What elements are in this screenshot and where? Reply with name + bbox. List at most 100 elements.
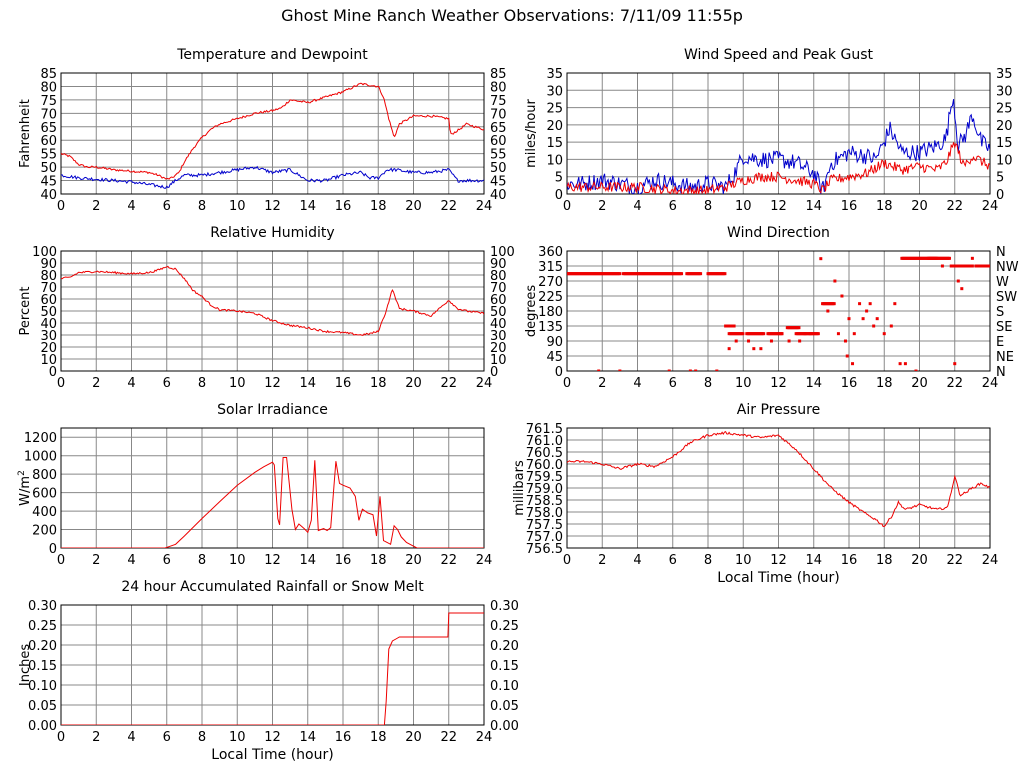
plot-frame <box>60 250 485 372</box>
x-tick-label: 2 <box>92 730 100 745</box>
y-tick-label: 800 <box>32 468 57 483</box>
y-tick-label: 0.15 <box>28 659 57 674</box>
x-tick-label: 24 <box>476 376 493 391</box>
direction-point <box>861 317 865 321</box>
y-tick-label: 0 <box>555 365 563 380</box>
plot-frame <box>566 72 991 195</box>
x-tick-label: 6 <box>163 376 171 391</box>
direction-point <box>970 256 974 260</box>
right-tick-label: 30 <box>996 84 1013 99</box>
direction-point <box>832 302 836 306</box>
x-tick-label: 4 <box>127 376 135 391</box>
direction-point <box>970 264 974 268</box>
y-tick-label: 360 <box>538 245 563 260</box>
x-tick-label: 18 <box>876 376 893 391</box>
y-tick-label: 0.25 <box>28 619 57 634</box>
y-tick-label: 0.05 <box>28 699 57 714</box>
y-tick-label: 45 <box>546 350 563 365</box>
right-tick-label: 0.10 <box>490 679 519 694</box>
x-tick-label: 0 <box>563 553 571 568</box>
right-tick-label: 25 <box>996 102 1013 117</box>
x-tick-label: 10 <box>229 553 246 568</box>
direction-point <box>858 302 862 306</box>
right-tick-label: 45 <box>490 175 507 190</box>
x-tick-label: 24 <box>476 553 493 568</box>
direction-point <box>694 369 698 371</box>
y-tick-label: 90 <box>546 335 563 350</box>
y-tick-label: 0.30 <box>28 599 57 614</box>
right-tick-label: 100 <box>490 245 515 260</box>
x-tick-label: 12 <box>264 199 281 214</box>
x-tick-label: 24 <box>476 730 493 745</box>
series-line-red <box>61 265 484 336</box>
right-tick-label: 0 <box>996 188 1004 203</box>
x-tick-label: 6 <box>669 376 677 391</box>
x-tick-label: 6 <box>163 199 171 214</box>
right-tick-label: 0.15 <box>490 659 519 674</box>
right-tick-label: 80 <box>490 269 507 284</box>
right-tick-label: 20 <box>996 119 1013 134</box>
right-tick-label: 60 <box>490 293 507 308</box>
y-tick-label: 40 <box>40 317 57 332</box>
right-tick-label: 55 <box>490 148 507 163</box>
y-tick-label: 200 <box>32 524 57 539</box>
x-tick-label: 12 <box>770 376 787 391</box>
direction-point <box>960 287 964 291</box>
y-tick-label: 760.5 <box>526 446 563 461</box>
y-tick-label: 90 <box>40 257 57 272</box>
right-tick-label: S <box>996 305 1004 320</box>
x-tick-label: 12 <box>264 376 281 391</box>
x-tick-label: 14 <box>299 553 316 568</box>
x-tick-label: 16 <box>335 199 352 214</box>
x-tick-label: 2 <box>598 376 606 391</box>
y-tick-label: 5 <box>555 171 563 186</box>
direction-point <box>797 326 801 330</box>
x-tick-label: 20 <box>911 199 928 214</box>
x-tick-label: 14 <box>805 199 822 214</box>
right-tick-label: 60 <box>490 134 507 149</box>
x-tick-label: 10 <box>229 730 246 745</box>
x-tick-label: 10 <box>735 376 752 391</box>
direction-point <box>816 332 820 336</box>
direction-point <box>845 354 849 358</box>
direction-point <box>977 264 981 268</box>
x-tick-label: 4 <box>127 730 135 745</box>
x-tick-label: 14 <box>299 376 316 391</box>
x-tick-label: 20 <box>911 376 928 391</box>
x-tick-label: 24 <box>476 199 493 214</box>
right-tick-label: 80 <box>490 80 507 95</box>
x-tick-label: 6 <box>669 199 677 214</box>
direction-point <box>893 302 897 306</box>
right-tick-label: 40 <box>490 317 507 332</box>
y-tick-label: 757.0 <box>526 530 563 545</box>
direction-point <box>747 339 751 343</box>
direction-point <box>808 332 812 336</box>
x-tick-label: 22 <box>946 376 963 391</box>
direction-point <box>947 256 951 260</box>
y-tick-label: 50 <box>40 161 57 176</box>
y-axis-label: Fahrenheit <box>18 99 33 168</box>
y-tick-label: 85 <box>40 67 57 82</box>
x-tick-label: 2 <box>92 199 100 214</box>
x-tick-label: 8 <box>704 376 712 391</box>
direction-point <box>762 332 766 336</box>
right-tick-label: 70 <box>490 107 507 122</box>
chart-title: Wind Speed and Peak Gust <box>684 47 873 63</box>
x-tick-label: 20 <box>405 730 422 745</box>
direction-point <box>741 332 745 336</box>
y-tick-label: 70 <box>40 281 57 296</box>
x-tick-label: 4 <box>633 199 641 214</box>
x-tick-label: 0 <box>563 199 571 214</box>
right-tick-label: NW <box>996 260 1019 275</box>
x-tick-label: 16 <box>841 199 858 214</box>
direction-point <box>903 362 907 366</box>
direction-point <box>865 309 869 313</box>
right-tick-label: SW <box>996 290 1017 305</box>
x-tick-label: 22 <box>440 730 457 745</box>
right-tick-label: N <box>996 365 1006 380</box>
x-tick-label: 4 <box>127 199 135 214</box>
direction-point <box>803 332 807 336</box>
right-tick-label: 85 <box>490 67 507 82</box>
series-line-blue <box>61 165 484 189</box>
